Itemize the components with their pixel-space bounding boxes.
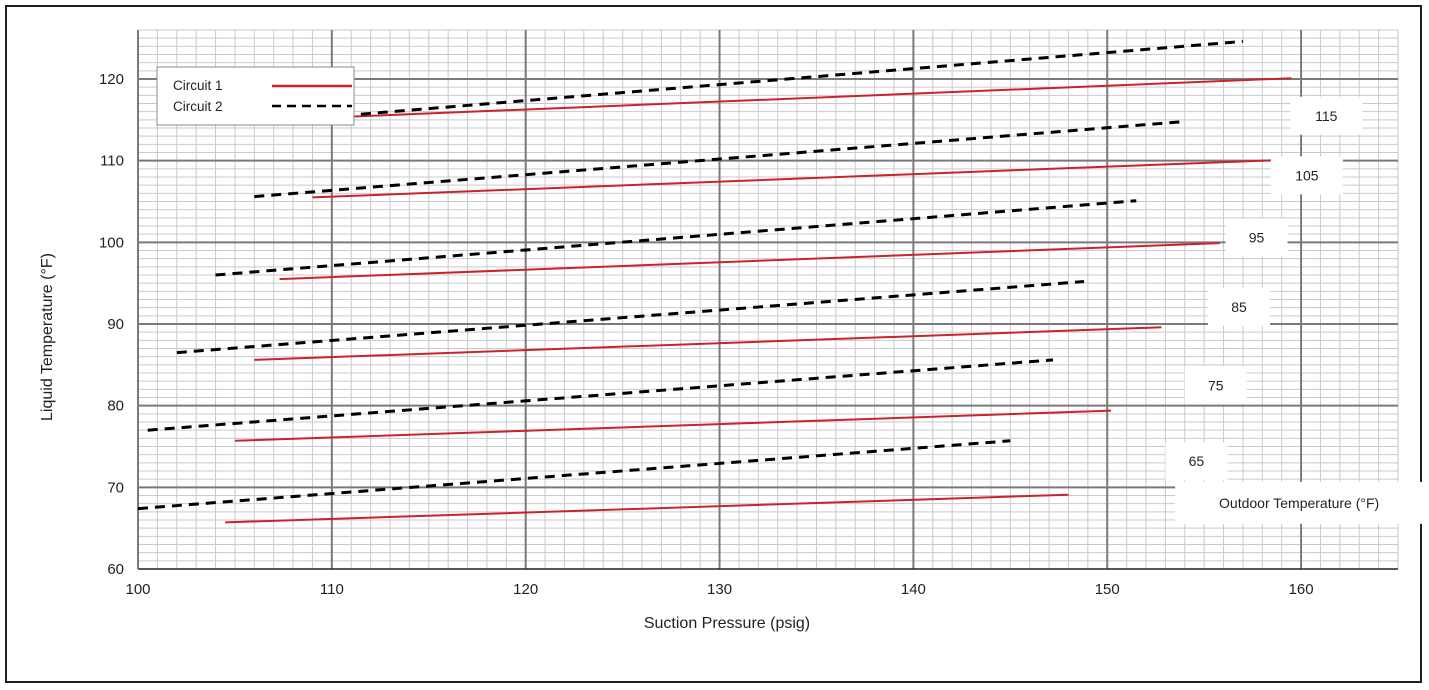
outdoor-temperature-label: 65 bbox=[1189, 453, 1205, 469]
legend-label-circuit-1: Circuit 1 bbox=[173, 78, 223, 93]
circuit-2-line-75 bbox=[147, 358, 1054, 432]
outdoor-temperature-caption: Outdoor Temperature (°F) bbox=[1219, 495, 1379, 511]
circuit-2-line-115 bbox=[292, 39, 1244, 122]
outdoor-temperature-label: 95 bbox=[1249, 229, 1265, 245]
legend: Circuit 1 Circuit 2 bbox=[156, 66, 355, 126]
callout-box bbox=[1290, 96, 1363, 135]
y-tick-label: 110 bbox=[100, 153, 124, 170]
circuit-1-line-105 bbox=[312, 158, 1282, 199]
tick-labels: 100 110 120 130 140 150 160 60 70 80 90 100 110 120 bbox=[99, 71, 1314, 598]
callout-box bbox=[1270, 156, 1343, 195]
outdoor-temperature-label: 115 bbox=[1315, 108, 1338, 124]
outdoor-temperature-label: 105 bbox=[1295, 167, 1319, 183]
y-tick-label: 120 bbox=[99, 71, 124, 88]
circuit-1-line-65 bbox=[225, 493, 1069, 524]
outdoor-temperature-labels: 115 105 95 85 75 65 Outdoor Temperature (°F) bbox=[1165, 96, 1424, 524]
x-axis-title: Suction Pressure (psig) bbox=[644, 615, 810, 632]
circuit-2-line-95 bbox=[215, 199, 1137, 277]
circuit-1-line-75 bbox=[234, 409, 1112, 442]
y-tick-label: 90 bbox=[107, 316, 124, 333]
x-tick-label: 110 bbox=[320, 581, 344, 598]
chart-frame bbox=[5, 5, 1422, 683]
callout-box bbox=[1165, 442, 1228, 481]
x-tick-label: 120 bbox=[513, 581, 538, 598]
circuit-1-line-95 bbox=[279, 242, 1220, 281]
y-tick-label: 100 bbox=[99, 234, 124, 251]
legend-label-circuit-2: Circuit 2 bbox=[173, 99, 223, 114]
legend-box bbox=[156, 66, 355, 126]
y-tick-label: 60 bbox=[107, 561, 124, 578]
x-tick-label: 100 bbox=[125, 581, 150, 598]
y-tick-label: 70 bbox=[107, 479, 124, 496]
x-tick-label: 130 bbox=[707, 581, 732, 598]
callout-box bbox=[1225, 218, 1288, 257]
x-tick-label: 150 bbox=[1095, 581, 1120, 598]
circuit-2-line-65 bbox=[137, 439, 1011, 511]
y-axis-title: Liquid Temperature (°F) bbox=[39, 253, 56, 421]
callout-box bbox=[1208, 287, 1271, 326]
outdoor-temperature-label: 75 bbox=[1208, 377, 1224, 393]
callout-box bbox=[1175, 481, 1424, 524]
outdoor-temperature-label: 85 bbox=[1231, 299, 1247, 315]
callout-box bbox=[1184, 366, 1247, 405]
x-tick-label: 160 bbox=[1289, 581, 1314, 598]
circuit-1-line-115 bbox=[351, 77, 1292, 118]
circuit-2-line-105 bbox=[254, 120, 1185, 199]
y-tick-label: 80 bbox=[107, 398, 124, 415]
series-lines bbox=[137, 39, 1292, 524]
circuit-1-line-85 bbox=[254, 326, 1162, 361]
x-tick-label: 140 bbox=[901, 581, 926, 598]
